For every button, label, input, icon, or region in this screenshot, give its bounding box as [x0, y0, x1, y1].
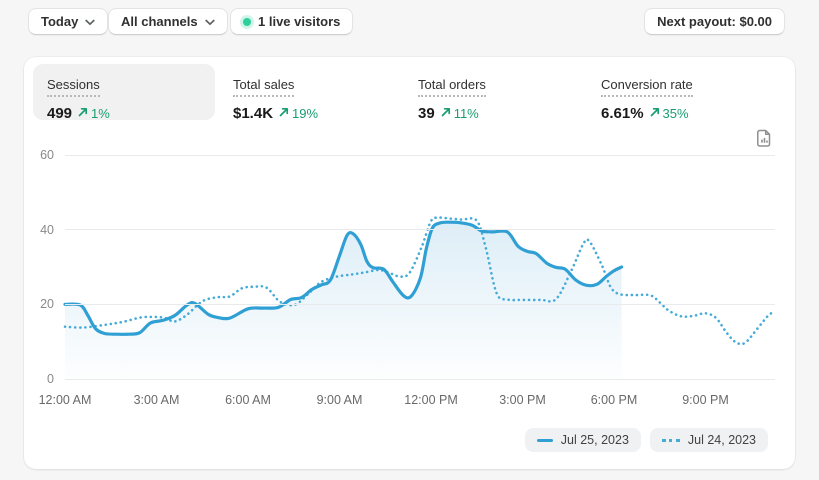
chevron-down-icon [85, 14, 95, 29]
x-axis-label: 9:00 AM [316, 393, 363, 407]
gridline [65, 154, 775, 156]
x-axis-label: 12:00 PM [404, 393, 458, 407]
metric-label: Total orders [418, 77, 486, 97]
tab-total-sales[interactable]: Total sales $1.4K 19% [233, 76, 403, 122]
x-axis-label: 3:00 AM [133, 393, 180, 407]
series-line-dotted [63, 216, 773, 346]
legend-item-jul-24[interactable]: Jul 24, 2023 [649, 428, 768, 452]
trend-up-icon [279, 104, 289, 122]
x-axis-label: 9:00 PM [682, 393, 729, 407]
date-filter-label: Today [41, 14, 79, 29]
metric-label: Sessions [47, 77, 100, 97]
next-payout-button[interactable]: Next payout: $0.00 [644, 8, 785, 35]
x-axis-label: 3:00 PM [499, 393, 546, 407]
metric-delta: 19% [292, 105, 319, 121]
metric-delta: 11% [453, 105, 479, 121]
chevron-down-icon [204, 14, 215, 29]
x-axis-label: 12:00 AM [38, 393, 92, 407]
gridline [65, 378, 775, 380]
next-payout-label: Next payout: $0.00 [657, 14, 772, 29]
series-line-solid [63, 220, 624, 336]
metric-value: 39 [418, 104, 435, 122]
plot-svg [63, 216, 773, 379]
metric-delta: 35% [662, 105, 689, 121]
legend-label: Jul 24, 2023 [687, 433, 756, 447]
metric-value: $1.4K [233, 104, 274, 122]
x-axis-label: 6:00 AM [225, 393, 271, 407]
date-filter-button[interactable]: Today [28, 8, 109, 35]
topbar: Today All channels 1 live visitors Next … [0, 0, 819, 42]
metric-delta: 1% [91, 105, 110, 121]
dotted-line-swatch-icon [661, 438, 680, 442]
legend-label: Jul 25, 2023 [560, 433, 629, 447]
area-fill-solid [65, 222, 622, 379]
live-visitors-button[interactable]: 1 live visitors [230, 8, 354, 35]
analytics-card: Sessions 499 1% Total sales $1.4K 19% [24, 57, 795, 469]
channel-filter-button[interactable]: All channels [108, 8, 228, 35]
y-axis-label: 20 [40, 297, 54, 312]
x-axis-label: 6:00 PM [590, 393, 638, 407]
gridline [65, 303, 775, 305]
chart-legend: Jul 25, 2023 Jul 24, 2023 [524, 428, 768, 452]
tab-sessions[interactable]: Sessions 499 1% [33, 64, 215, 122]
metric-label: Conversion rate [601, 77, 693, 97]
solid-line-swatch-icon [536, 438, 553, 442]
metric-value: 499 [47, 104, 73, 122]
y-axis-label: 40 [40, 222, 54, 237]
tab-total-orders[interactable]: Total orders 39 11% [418, 76, 588, 122]
y-axis-label: 0 [47, 372, 54, 386]
trend-up-icon [78, 104, 88, 122]
metric-label: Total sales [233, 77, 295, 97]
legend-item-jul-25[interactable]: Jul 25, 2023 [524, 428, 641, 452]
metric-value: 6.61% [601, 104, 644, 122]
tab-conversion-rate[interactable]: Conversion rate 6.61% 35% [601, 76, 771, 122]
trend-up-icon [650, 104, 660, 122]
export-report-icon[interactable] [753, 127, 775, 149]
chart-plot-area[interactable] [63, 154, 775, 380]
gridline [65, 229, 775, 231]
sessions-chart: 0 20 40 60 12:00 AM 3:00 AM 6:00 AM 9:00 AM 12:0… [24, 147, 795, 437]
channel-filter-label: All channels [121, 14, 198, 29]
live-visitors-label: 1 live visitors [258, 14, 341, 29]
live-indicator-dot-icon [243, 17, 251, 26]
y-axis-label: 60 [40, 148, 54, 162]
trend-up-icon [441, 104, 451, 122]
